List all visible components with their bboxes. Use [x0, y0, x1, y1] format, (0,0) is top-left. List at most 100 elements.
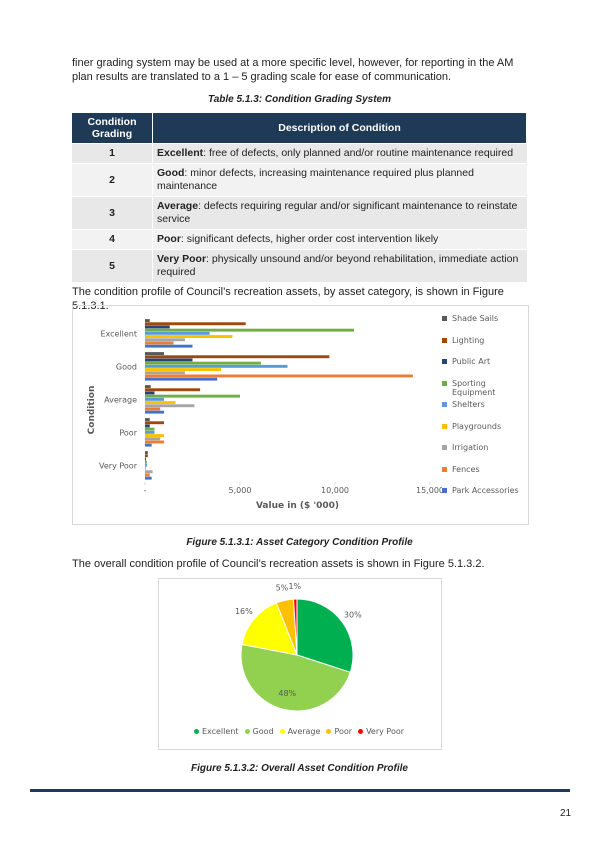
- condition-term: Excellent: [157, 147, 204, 159]
- description-cell: Average: defects requiring regular and/o…: [152, 196, 527, 230]
- category-label: Poor: [119, 429, 137, 438]
- bar: [145, 394, 240, 398]
- bar: [145, 454, 148, 458]
- bar: [145, 440, 164, 444]
- chart-frame: [72, 305, 529, 525]
- legend-label: Lighting: [452, 335, 485, 345]
- legend: Shade Sails Lighting Public Art Sporting Eq…: [442, 314, 522, 508]
- legend-item: Very Poor: [358, 727, 404, 736]
- legend-label: Public Art: [452, 357, 491, 366]
- legend-item: Excellent: [193, 727, 239, 736]
- table-row: 2 Good: minor defects, increasing mainten…: [72, 163, 527, 197]
- legend-label: Shelters: [452, 400, 485, 409]
- pie-slice: [240, 643, 351, 712]
- legend-label: Average: [287, 727, 321, 736]
- bar: [145, 421, 164, 425]
- bar: [145, 418, 150, 421]
- legend-label: Sporting Equipment: [452, 378, 496, 397]
- grade-cell: 5: [72, 249, 153, 282]
- legend-item: Irrigation: [442, 443, 522, 465]
- figure-caption: Figure 5.1.3.1: Asset Category Condition…: [186, 537, 413, 548]
- bar: [145, 325, 170, 329]
- table-row: 5 Very Poor: physically unsound and/or be…: [72, 249, 527, 282]
- legend-label: Good: [252, 727, 274, 736]
- legend-item: Shade Sails: [442, 314, 522, 336]
- grade-cell: 3: [72, 196, 153, 230]
- bar: [145, 358, 193, 362]
- legend-label: Shade Sails: [452, 314, 499, 323]
- bar: [145, 377, 218, 381]
- description-cell: Very Poor: physically unsound and/or bey…: [152, 249, 527, 282]
- bar: [145, 331, 210, 335]
- bar: [145, 401, 176, 404]
- pie-slice: [296, 598, 354, 673]
- legend-swatch: [442, 488, 447, 493]
- chart-frame: [158, 578, 442, 750]
- legend-item: Lighting: [442, 336, 522, 358]
- bar: [145, 385, 151, 388]
- legend-item: Poor: [326, 727, 352, 736]
- legend-swatch: [244, 729, 250, 734]
- paragraph: The overall condition profile of Council…: [72, 558, 485, 570]
- figure-caption: Figure 5.1.3.2: Overall Asset Condition …: [191, 763, 408, 774]
- legend-item: Sporting Equipment: [442, 379, 522, 401]
- grade-cell: 1: [72, 143, 153, 164]
- legend-label: Playgrounds: [452, 421, 502, 431]
- legend-swatch: [442, 423, 447, 429]
- bar: [145, 424, 150, 428]
- data-label: 1%: [288, 582, 301, 591]
- grading-table: Condition Grading Description of Conditi…: [72, 113, 527, 282]
- legend-item: Fences: [442, 465, 522, 487]
- bar: [145, 430, 155, 434]
- pie-slice: [241, 602, 298, 656]
- legend-swatch: [442, 380, 447, 386]
- condition-term: Poor: [157, 233, 181, 245]
- condition-text: : physically unsound and/or beyond rehab…: [157, 253, 519, 278]
- bar: [145, 391, 155, 395]
- condition-term: Average: [157, 200, 199, 212]
- legend-item: Playgrounds: [442, 422, 522, 444]
- bar: [145, 427, 155, 431]
- bar: [145, 397, 164, 401]
- bar: [145, 328, 354, 332]
- grade-cell: 4: [72, 229, 153, 250]
- legend-swatch: [442, 359, 447, 364]
- x-tick-label: 5,000: [229, 486, 252, 495]
- bar: [145, 470, 153, 474]
- table-row: 4 Poor: significant defects, higher order…: [72, 229, 527, 250]
- bar: [145, 338, 185, 342]
- bar: [145, 341, 174, 345]
- bar: [145, 322, 246, 326]
- bar: [145, 463, 147, 467]
- table-caption: Table 5.1.3: Condition Grading System: [208, 94, 391, 105]
- pie-chart: 30% 48% 16% 5% 1%: [235, 582, 362, 712]
- bar: [145, 460, 147, 464]
- header-cell: Description of Condition: [152, 113, 527, 144]
- bar: [145, 388, 201, 392]
- bar-chart: - 5,000 10,000 15,000 Value in ($ '000) Condi…: [87, 319, 442, 511]
- legend-swatch: [442, 337, 447, 343]
- legend-item: Public Art: [442, 357, 522, 379]
- bar: [145, 467, 146, 470]
- condition-text: : defects requiring regular and/or signi…: [157, 200, 518, 225]
- data-label: 5%: [276, 584, 289, 593]
- header-cell: Condition Grading: [72, 113, 153, 144]
- legend-swatch: [442, 466, 447, 472]
- bar: [145, 344, 193, 348]
- paragraph: The condition profile of Council’s recre…: [72, 286, 504, 312]
- legend-swatch: [326, 729, 332, 734]
- legend-swatch: [279, 729, 285, 734]
- legend-label: Very Poor: [366, 727, 405, 736]
- legend-item: Good: [244, 727, 274, 736]
- legend-label: Poor: [334, 727, 353, 736]
- legend-label: Fences: [452, 464, 480, 474]
- bar: [145, 361, 261, 365]
- bar: [145, 352, 164, 355]
- legend-swatch: [442, 445, 447, 450]
- header-row: Condition Grading Description of Conditi…: [72, 113, 527, 144]
- bar: [145, 451, 148, 454]
- legend-item: Average: [279, 727, 321, 736]
- y-axis-label: Condition: [87, 386, 97, 435]
- condition-term: Very Poor: [157, 253, 207, 265]
